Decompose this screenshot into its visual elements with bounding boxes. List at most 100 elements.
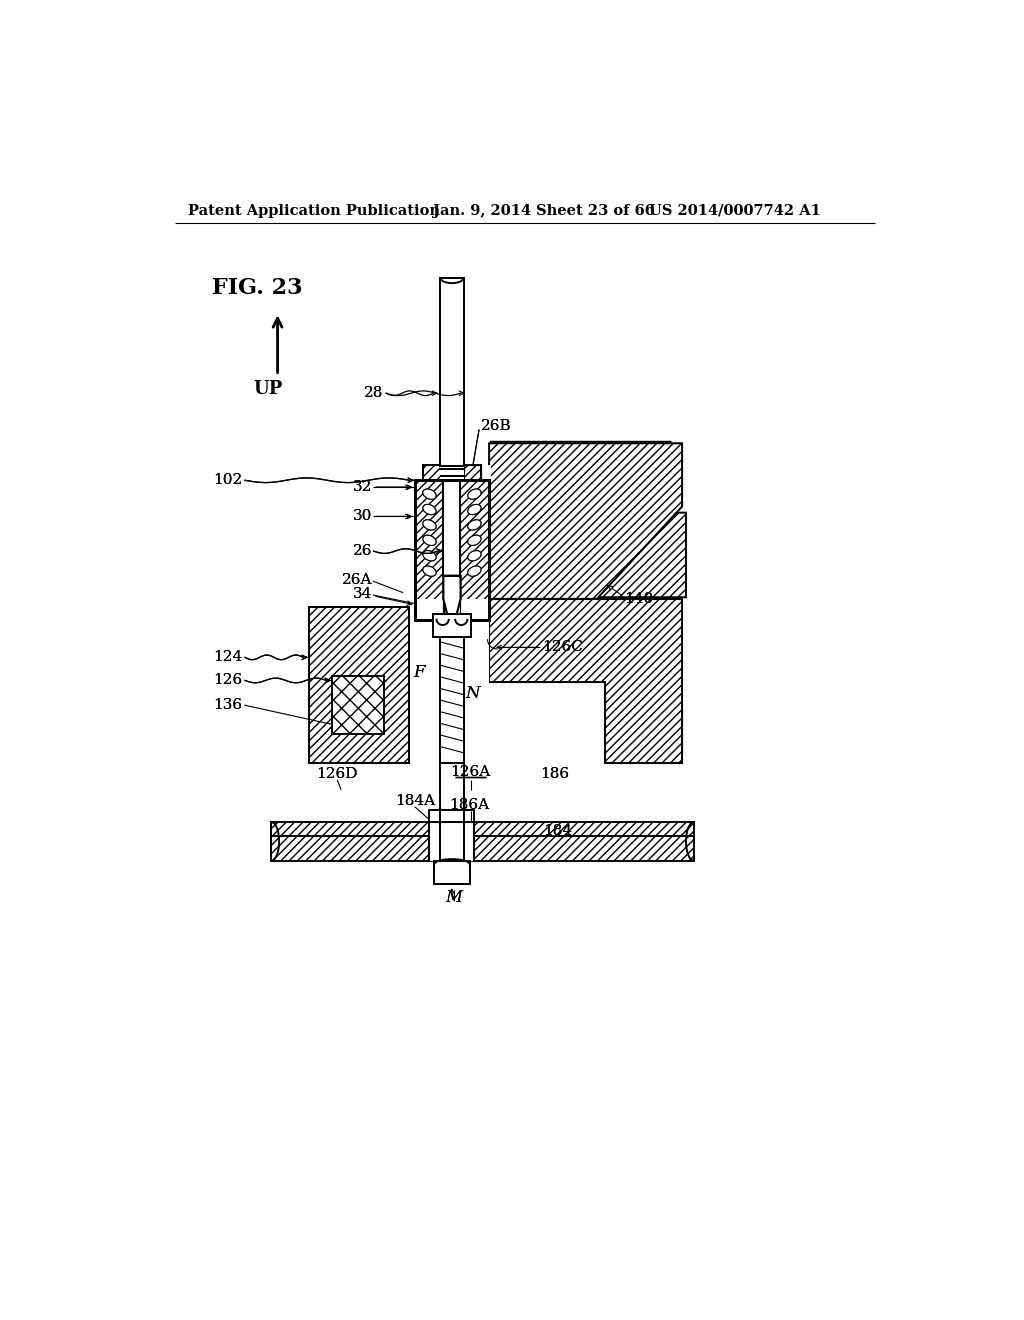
Text: 26: 26 xyxy=(352,544,372,558)
Ellipse shape xyxy=(468,535,481,545)
Ellipse shape xyxy=(423,504,436,515)
Text: 126D: 126D xyxy=(316,767,358,781)
Text: M: M xyxy=(445,890,462,906)
Bar xyxy=(440,277,464,466)
Bar xyxy=(460,480,489,620)
Ellipse shape xyxy=(423,535,436,545)
Polygon shape xyxy=(443,576,461,614)
Bar xyxy=(440,277,464,466)
Text: 184A: 184A xyxy=(394,795,435,808)
Text: FIG. 23: FIG. 23 xyxy=(212,277,302,298)
Bar xyxy=(444,480,460,620)
Text: 34: 34 xyxy=(352,587,372,601)
Bar xyxy=(444,480,460,620)
Text: 140: 140 xyxy=(624,591,653,606)
Text: 186: 186 xyxy=(540,767,568,781)
Text: 26A: 26A xyxy=(342,573,372,587)
Bar xyxy=(464,465,481,480)
Text: 32: 32 xyxy=(352,480,372,494)
Ellipse shape xyxy=(423,566,436,577)
Bar xyxy=(423,465,481,480)
Text: 30: 30 xyxy=(352,510,372,524)
Bar xyxy=(434,861,470,884)
Text: UP: UP xyxy=(254,380,283,399)
Text: 126D: 126D xyxy=(316,767,358,781)
Bar xyxy=(415,480,444,620)
Text: 28: 28 xyxy=(365,387,384,400)
Bar xyxy=(271,836,693,861)
Bar xyxy=(439,465,464,480)
Text: Sheet 23 of 66: Sheet 23 of 66 xyxy=(537,203,655,218)
Bar xyxy=(415,465,489,644)
Bar xyxy=(415,465,490,620)
Ellipse shape xyxy=(423,550,436,561)
Bar xyxy=(308,607,409,763)
Ellipse shape xyxy=(468,520,481,531)
Text: 124: 124 xyxy=(213,651,243,664)
Text: 126A: 126A xyxy=(451,766,490,779)
Text: 126A: 126A xyxy=(451,766,490,779)
Ellipse shape xyxy=(423,488,436,499)
Text: 124: 124 xyxy=(213,651,243,664)
Bar xyxy=(439,465,464,480)
Bar xyxy=(271,822,693,836)
Ellipse shape xyxy=(468,566,481,577)
Text: 26B: 26B xyxy=(480,420,511,433)
Polygon shape xyxy=(490,442,671,597)
Polygon shape xyxy=(489,444,682,599)
Ellipse shape xyxy=(468,504,481,515)
Text: 136: 136 xyxy=(214,698,243,711)
Bar xyxy=(432,614,471,638)
Bar xyxy=(432,614,471,638)
Ellipse shape xyxy=(468,520,481,531)
Bar xyxy=(415,480,489,620)
Bar xyxy=(429,810,474,822)
Ellipse shape xyxy=(468,535,481,545)
Bar xyxy=(423,465,439,480)
Bar xyxy=(423,465,439,480)
Bar xyxy=(423,465,481,480)
Ellipse shape xyxy=(423,504,436,515)
Text: 26: 26 xyxy=(352,544,372,558)
Ellipse shape xyxy=(468,488,481,499)
Text: 34: 34 xyxy=(352,587,372,601)
Bar xyxy=(429,822,474,861)
Text: 26A: 26A xyxy=(342,573,372,587)
Polygon shape xyxy=(443,576,461,614)
Bar xyxy=(440,810,464,861)
Text: 184A: 184A xyxy=(394,795,435,808)
Text: 102: 102 xyxy=(213,474,243,487)
Text: M: M xyxy=(445,890,462,906)
Bar xyxy=(464,465,481,480)
Bar xyxy=(415,480,444,620)
Ellipse shape xyxy=(468,488,481,499)
Ellipse shape xyxy=(423,566,436,577)
Ellipse shape xyxy=(423,520,436,531)
Text: Jan. 9, 2014: Jan. 9, 2014 xyxy=(432,203,530,218)
Bar xyxy=(432,614,471,638)
Text: 126: 126 xyxy=(213,673,243,688)
Bar xyxy=(460,480,489,620)
Text: 184: 184 xyxy=(544,824,572,838)
Bar xyxy=(440,638,464,763)
Ellipse shape xyxy=(423,520,436,531)
Ellipse shape xyxy=(423,550,436,561)
Ellipse shape xyxy=(423,488,436,499)
Ellipse shape xyxy=(468,504,481,515)
Text: 102: 102 xyxy=(213,474,243,487)
Text: US 2014/0007742 A1: US 2014/0007742 A1 xyxy=(649,203,820,218)
Polygon shape xyxy=(489,599,682,763)
Text: 26B: 26B xyxy=(480,420,511,433)
Bar xyxy=(415,599,489,763)
Text: N: N xyxy=(466,685,480,702)
Text: 126C: 126C xyxy=(543,640,584,655)
Text: 186: 186 xyxy=(540,767,568,781)
Text: 28: 28 xyxy=(365,387,384,400)
Text: 136: 136 xyxy=(214,698,243,711)
Text: 186A: 186A xyxy=(449,799,489,812)
Text: 140: 140 xyxy=(624,591,653,606)
Text: N: N xyxy=(466,685,480,702)
Text: 126C: 126C xyxy=(543,640,584,655)
Text: 186A: 186A xyxy=(449,799,489,812)
Bar xyxy=(440,277,464,466)
